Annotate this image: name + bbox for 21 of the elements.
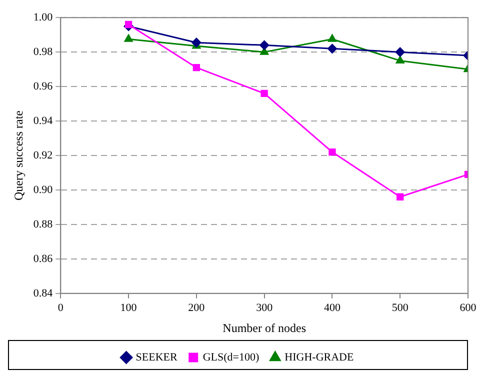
y-axis-title: Query success rate (11, 110, 26, 200)
x-tick-label: 0 (58, 302, 64, 314)
y-tick-label: 0.94 (33, 114, 54, 127)
y-tick-label: 0.96 (33, 80, 54, 92)
y-tick-label: 0.98 (33, 46, 54, 58)
x-tick-label: 300 (256, 302, 274, 314)
x-tick-label: 100 (120, 302, 138, 314)
y-tick-label: 0.88 (33, 218, 54, 230)
legend-label: GLS(d=100) (202, 351, 260, 364)
x-tick-label: 600 (460, 302, 477, 314)
y-tick-label: 0.86 (33, 252, 54, 265)
x-tick-label: 400 (324, 302, 341, 314)
legend-label: SEEKER (136, 351, 178, 364)
y-tick-label: 0.90 (33, 184, 54, 196)
x-tick-label: 500 (392, 302, 409, 314)
x-axis-title: Number of nodes (222, 320, 306, 335)
x-tick-label: 200 (188, 302, 206, 314)
y-tick-label: 0.84 (33, 287, 54, 300)
y-tick-label: 1.00 (33, 11, 54, 24)
legend-label: HIGH-GRADE (284, 351, 354, 364)
y-tick-label: 0.92 (33, 149, 53, 162)
